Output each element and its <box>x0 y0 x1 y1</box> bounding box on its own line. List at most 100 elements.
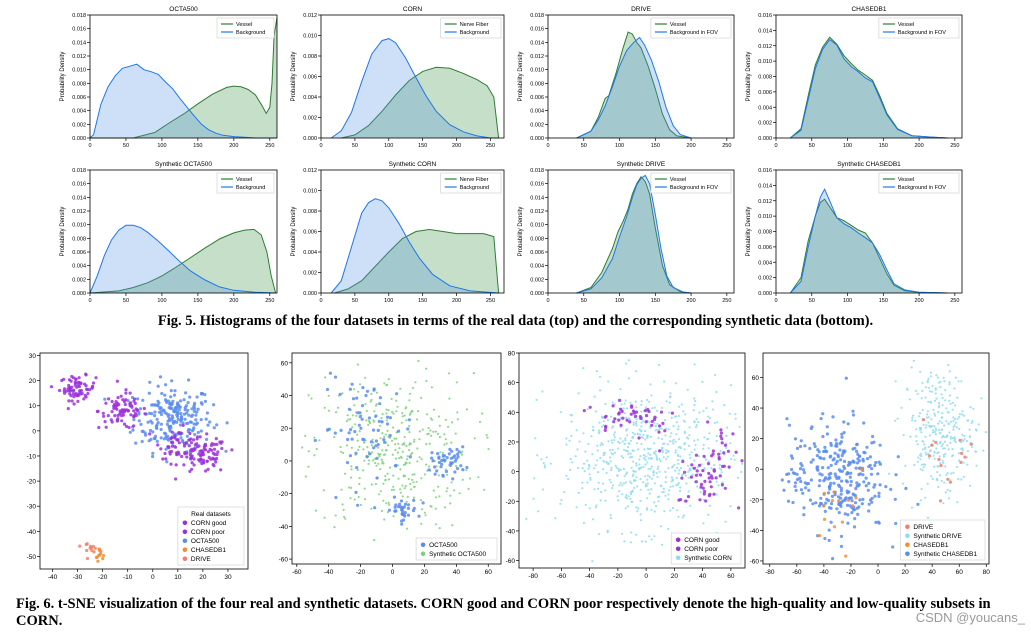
scatter-point-synthetic-corn <box>655 455 658 458</box>
scatter-point-corn-good <box>142 406 146 411</box>
scatter-point-octa500 <box>393 509 397 513</box>
scatter-point-synthetic-corn <box>597 533 601 536</box>
scatter-point-synthetic-corn <box>576 466 580 470</box>
scatter-point-synthetic-corn <box>611 484 615 487</box>
x-tick-label: 250 <box>722 298 731 304</box>
scatter-point-corn-poor <box>694 480 698 484</box>
scatter-point-synthetic-drive <box>942 502 945 505</box>
scatter-point-synthetic-drive <box>941 443 944 446</box>
scatter-point-corn-good <box>133 401 137 405</box>
scatter-point-synthetic-chasedb1 <box>835 442 839 446</box>
scatter-point-synthetic-corn <box>604 489 607 492</box>
scatter-point-synthetic-corn <box>662 442 665 445</box>
scatter-point-corn-good <box>95 409 99 414</box>
scatter-point-synthetic-octa500 <box>426 413 429 416</box>
scatter-point-synthetic-chasedb1 <box>871 434 875 439</box>
scatter-point-corn-poor <box>215 453 219 457</box>
scatter-point-octa500 <box>459 464 463 468</box>
scatter-point-synthetic-corn <box>714 374 717 377</box>
scatter-point-synthetic-corn <box>639 466 642 469</box>
scatter-point-synthetic-octa500 <box>379 424 382 427</box>
scatter-point-chasedb1 <box>832 490 836 494</box>
scatter-point-corn-good <box>49 385 54 389</box>
scatter-point-synthetic-chasedb1 <box>830 494 835 498</box>
scatter-point-synthetic-corn <box>634 400 637 403</box>
scatter-point-corn-poor <box>214 460 218 464</box>
scatter-point-synthetic-corn <box>646 478 649 481</box>
scatter-point-synthetic-chasedb1 <box>831 458 835 462</box>
scatter-point-corn-good <box>116 413 120 418</box>
scatter-point-synthetic-corn <box>623 475 626 478</box>
scatter-point-corn-good <box>646 408 650 412</box>
x-tick-label: -10 <box>123 574 133 581</box>
scatter-point-synthetic-octa500 <box>387 378 390 381</box>
scatter-point-corn-good <box>110 410 114 414</box>
scatter-point-synthetic-chasedb1 <box>799 479 803 484</box>
scatter-point-corn-poor <box>210 442 214 446</box>
scatter-point-octa500 <box>166 419 170 423</box>
scatter-point-octa500 <box>403 502 408 506</box>
scatter-point-synthetic-octa500 <box>359 503 362 507</box>
scatter-point-synthetic-octa500 <box>342 508 345 511</box>
scatter-point-synthetic-octa500 <box>341 503 344 506</box>
scatter-point-synthetic-corn <box>569 468 572 471</box>
scatter-point-synthetic-corn <box>624 399 627 402</box>
scatter-point-octa500 <box>186 408 190 412</box>
scatter-point-synthetic-octa500 <box>345 444 348 447</box>
scatter-point-synthetic-chasedb1 <box>873 483 877 487</box>
scatter-point-corn-good <box>68 392 72 396</box>
scatter-point-synthetic-corn <box>695 424 698 427</box>
scatter-point-octa500 <box>194 413 198 417</box>
scatter-point-synthetic-drive <box>970 421 973 424</box>
x-tick-label: 150 <box>651 143 660 149</box>
scatter-point-corn-good <box>121 398 125 402</box>
scatter-point-synthetic-chasedb1 <box>858 498 862 502</box>
scatter-point-synthetic-corn <box>649 457 653 460</box>
y-tick-label: 0.008 <box>758 230 772 236</box>
scatter-point-synthetic-corn <box>665 449 668 452</box>
scatter-point-synthetic-drive <box>946 444 949 447</box>
scatter-point-synthetic-chasedb1 <box>809 478 814 482</box>
x-tick-label: 50 <box>123 298 129 304</box>
scatter-point-synthetic-octa500 <box>415 480 418 483</box>
scatter-point-octa500 <box>360 404 365 408</box>
scatter-point-synthetic-chasedb1 <box>851 409 855 413</box>
scatter-point-synthetic-corn <box>601 416 604 419</box>
scatter-point-synthetic-corn <box>632 423 635 426</box>
y-tick-label: 40 <box>508 410 516 417</box>
scatter-point-octa500 <box>199 418 203 422</box>
scatter-point-synthetic-octa500 <box>318 439 321 442</box>
legend-marker <box>182 538 188 544</box>
scatter-point-octa500 <box>153 414 157 418</box>
scatter-point-synthetic-corn <box>686 464 690 467</box>
scatter-point-synthetic-octa500 <box>405 406 408 409</box>
scatter-point-synthetic-chasedb1 <box>819 501 823 505</box>
y-tick-label: -20 <box>279 491 289 498</box>
scatter-point-synthetic-drive <box>941 397 944 400</box>
x-tick-label: -40 <box>48 574 58 581</box>
scatter-point-corn-good <box>612 420 616 424</box>
scatter-point-synthetic-octa500 <box>377 452 380 455</box>
scatter-point-synthetic-octa500 <box>430 418 434 421</box>
y-tick-label: -60 <box>279 557 289 564</box>
scatter-point-octa500 <box>461 468 465 472</box>
scatter-point-synthetic-corn <box>707 460 710 463</box>
scatter-point-octa500 <box>383 440 387 444</box>
scatter-point-synthetic-octa500 <box>333 526 336 529</box>
scatter-point-synthetic-drive <box>902 434 905 437</box>
scatter-point-synthetic-chasedb1 <box>822 449 826 454</box>
scatter-point-synthetic-corn <box>574 455 577 458</box>
scatter-point-synthetic-drive <box>980 397 983 400</box>
scatter-point-synthetic-corn <box>640 540 644 543</box>
scatter-point-synthetic-octa500 <box>408 392 411 395</box>
scatter-point-synthetic-chasedb1 <box>891 545 895 549</box>
scatter-point-octa500 <box>178 423 182 427</box>
scatter-point-synthetic-octa500 <box>425 379 428 383</box>
y-tick-label: 0.000 <box>758 136 772 142</box>
scatter-point-synthetic-octa500 <box>437 474 440 477</box>
scatter-point-synthetic-drive <box>949 437 953 440</box>
scatter-point-synthetic-corn <box>545 456 548 459</box>
scatter-point-synthetic-corn <box>612 433 616 436</box>
scatter-point-synthetic-corn <box>617 467 620 470</box>
scatter-point-synthetic-octa500 <box>353 498 356 501</box>
